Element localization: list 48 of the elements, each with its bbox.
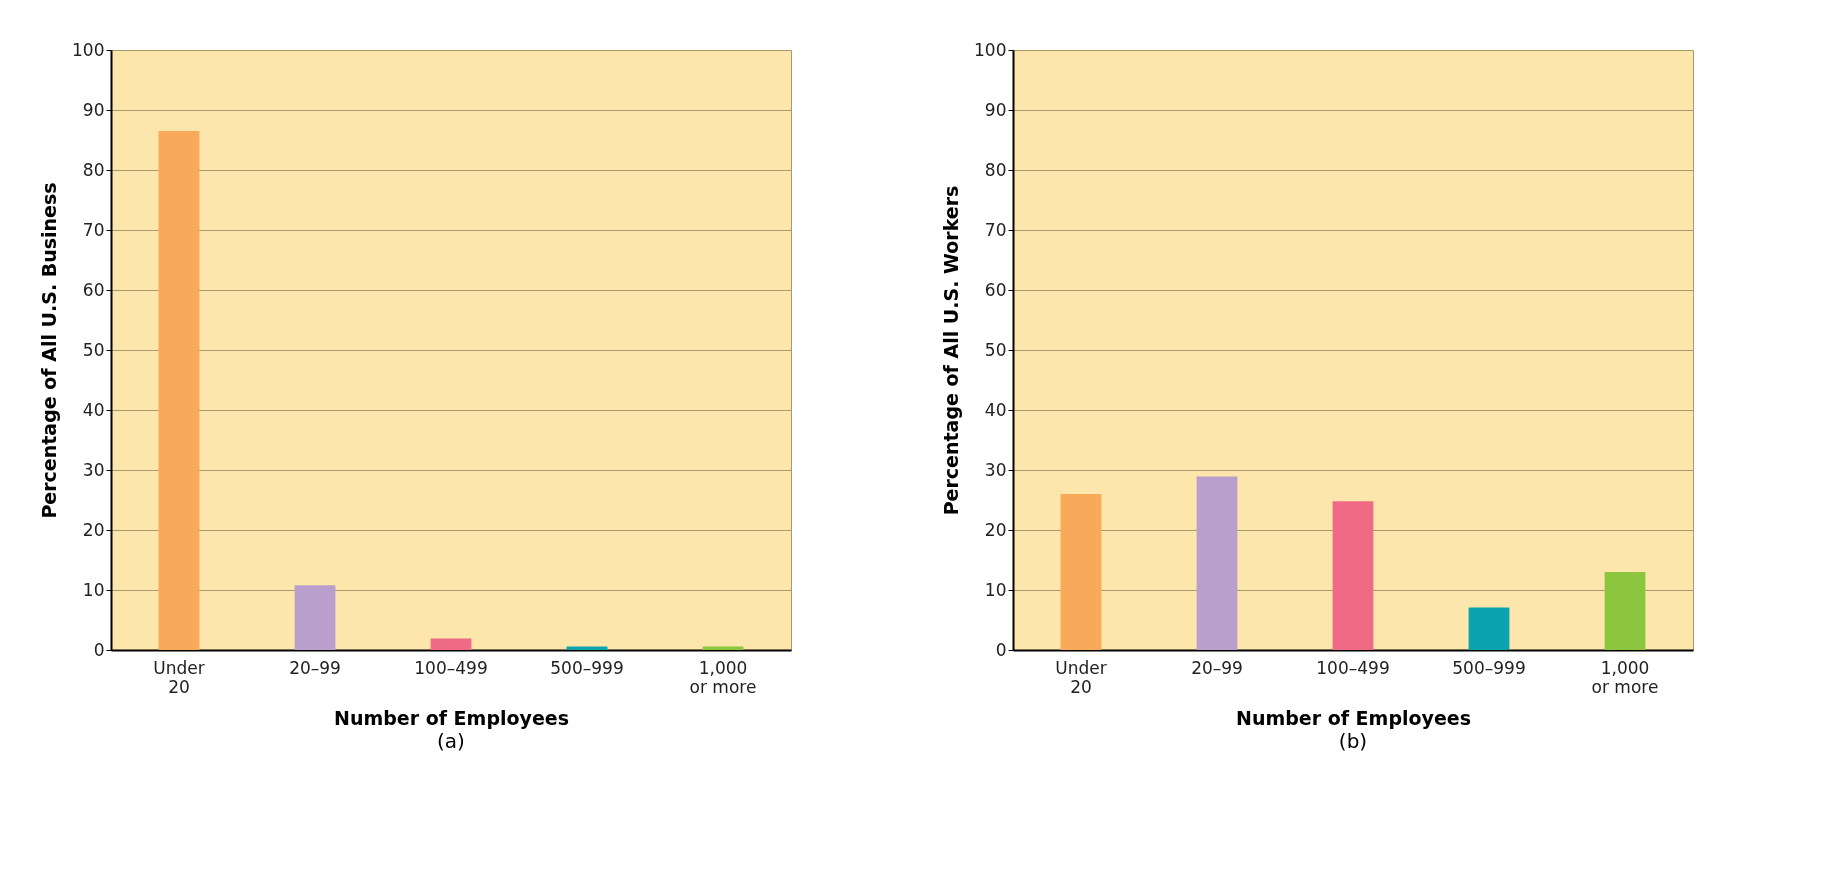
- y-tick-label: 20: [82, 519, 105, 540]
- y-tick-label: 100: [72, 39, 105, 60]
- text: (a): [437, 729, 465, 753]
- y-tick-label: 40: [82, 399, 105, 420]
- y-tick-label: 70: [984, 219, 1007, 240]
- bar: [566, 646, 608, 650]
- x-tick-label: Under 20: [153, 657, 205, 697]
- x-tick-label: 1,000 or more: [689, 657, 757, 697]
- y-tick-label: 80: [82, 159, 105, 180]
- bar: [294, 585, 336, 650]
- x-tick-label: 500–999: [550, 657, 624, 678]
- y-axis-title: Percentage of All U.S. Workers: [940, 185, 963, 516]
- y-tick-label: 60: [82, 279, 105, 300]
- bar: [1604, 572, 1646, 650]
- bar: [702, 646, 744, 650]
- text: (b): [1338, 729, 1368, 753]
- bar: [1332, 501, 1374, 650]
- bar: [430, 638, 472, 650]
- y-tick-label: 30: [82, 459, 105, 480]
- bar: [1468, 607, 1510, 650]
- x-tick-label: 20–99: [1191, 657, 1243, 678]
- y-tick-label: 80: [984, 159, 1007, 180]
- y-axis-title: Percentage of All U.S. Business: [38, 182, 61, 519]
- y-tick-label: 30: [984, 459, 1007, 480]
- x-axis-title: Number of Employees: [1235, 706, 1472, 729]
- x-tick-label: 100–499: [414, 657, 488, 678]
- x-tick-label: 20–99: [289, 657, 341, 678]
- y-tick-label: 100: [974, 39, 1007, 60]
- y-tick-label: 0: [93, 639, 105, 660]
- y-tick-label: 50: [82, 339, 105, 360]
- y-tick-label: 90: [984, 99, 1007, 120]
- y-tick-label: 70: [82, 219, 105, 240]
- y-tick-label: 0: [995, 639, 1007, 660]
- x-tick-label: Under 20: [1055, 657, 1107, 697]
- y-tick-label: 40: [984, 399, 1007, 420]
- bar: [1060, 494, 1102, 650]
- y-tick-label: 90: [82, 99, 105, 120]
- bar: [158, 131, 200, 650]
- x-tick-label: 500–999: [1452, 657, 1526, 678]
- bar: [1196, 476, 1238, 650]
- y-tick-label: 60: [984, 279, 1007, 300]
- y-tick-label: 10: [82, 579, 105, 600]
- y-tick-label: 10: [984, 579, 1007, 600]
- y-tick-label: 20: [984, 519, 1007, 540]
- x-tick-label: 1,000 or more: [1591, 657, 1659, 697]
- y-tick-label: 50: [984, 339, 1007, 360]
- x-axis-title: Number of Employees: [333, 706, 570, 729]
- x-tick-label: 100–499: [1316, 657, 1390, 678]
